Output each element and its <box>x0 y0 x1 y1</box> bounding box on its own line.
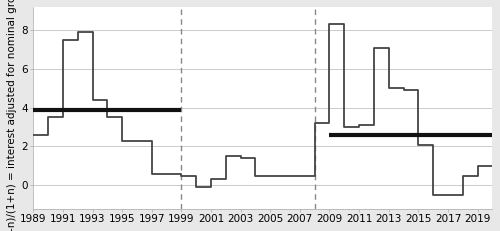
Y-axis label: (i-n)/(1+n) = interest adjusted for nominal growth: (i-n)/(1+n) = interest adjusted for nomi… <box>7 0 17 231</box>
